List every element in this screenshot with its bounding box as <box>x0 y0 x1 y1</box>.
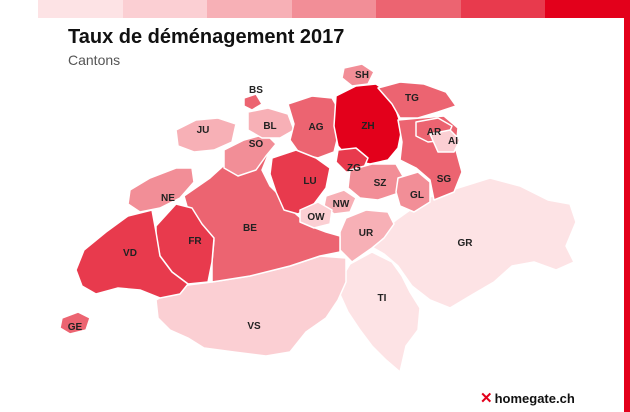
label-ZH: ZH <box>361 121 374 132</box>
label-UR: UR <box>359 228 374 239</box>
canton-VD[interactable] <box>75 209 189 299</box>
brand-name: homegate.ch <box>494 390 575 406</box>
canton-AI[interactable] <box>429 129 461 153</box>
label-NE: NE <box>161 193 175 204</box>
label-JU: JU <box>197 125 210 136</box>
label-GE: GE <box>68 322 83 333</box>
label-SO: SO <box>249 139 264 150</box>
label-SZ: SZ <box>374 178 387 189</box>
canton-SO[interactable] <box>223 133 277 177</box>
canton-JU[interactable] <box>175 117 237 153</box>
label-OW: OW <box>307 212 325 223</box>
canton-ZH[interactable] <box>333 83 403 165</box>
canton-AG[interactable] <box>287 95 341 159</box>
legend-swatch-1 <box>38 0 123 18</box>
legend-color-scale <box>38 0 630 18</box>
legend-swatch-3 <box>207 0 292 18</box>
label-AR: AR <box>427 127 442 138</box>
canton-GL[interactable] <box>395 171 431 213</box>
label-SH: SH <box>355 70 369 81</box>
label-FR: FR <box>188 236 202 247</box>
map-subtitle: Cantons <box>68 52 121 68</box>
label-BL: BL <box>263 121 276 132</box>
label-TI: TI <box>378 293 387 304</box>
canton-SH[interactable] <box>341 63 375 87</box>
label-BE: BE <box>243 223 257 234</box>
map-title: Taux de déménagement 2017 <box>68 26 345 48</box>
legend-swatch-2 <box>122 0 208 18</box>
brand-x-icon: ✕ <box>480 390 493 407</box>
canton-BS[interactable] <box>243 93 263 111</box>
canton-OW[interactable] <box>299 201 333 229</box>
canton-NE[interactable] <box>127 167 195 213</box>
label-AG: AG <box>309 122 324 133</box>
canton-TG[interactable] <box>377 81 457 119</box>
legend-swatch-6 <box>460 0 546 18</box>
label-BS: BS <box>249 85 263 96</box>
accent-bar <box>624 0 630 412</box>
label-SG: SG <box>437 174 452 185</box>
label-LU: LU <box>303 176 316 187</box>
label-GR: GR <box>458 238 474 249</box>
label-VS: VS <box>247 321 261 332</box>
label-TG: TG <box>405 93 419 104</box>
label-VD: VD <box>123 248 137 259</box>
label-ZG: ZG <box>347 163 361 174</box>
label-GL: GL <box>410 190 424 201</box>
label-AI: AI <box>448 136 458 147</box>
legend-swatch-7 <box>545 0 630 18</box>
legend-swatch-5 <box>376 0 461 18</box>
canton-TI[interactable] <box>337 251 421 373</box>
canton-BL[interactable] <box>247 107 295 139</box>
brand-logo[interactable]: ✕ homegate.ch <box>480 389 575 407</box>
legend-swatch-4 <box>291 0 377 18</box>
label-NW: NW <box>333 199 350 210</box>
canton-GE[interactable] <box>59 311 91 335</box>
